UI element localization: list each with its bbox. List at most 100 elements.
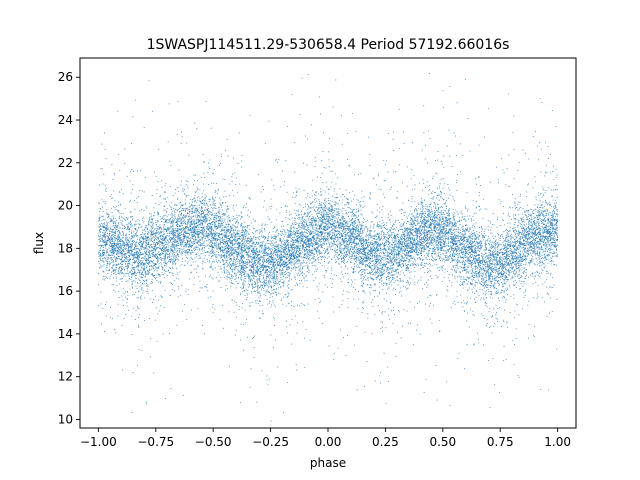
data-point <box>347 238 349 240</box>
data-point <box>452 196 454 197</box>
data-point <box>231 248 233 250</box>
data-point <box>524 236 526 238</box>
data-point <box>203 228 204 230</box>
data-point <box>557 237 558 238</box>
data-point <box>202 154 204 155</box>
data-point <box>472 268 474 270</box>
data-point <box>271 260 273 262</box>
data-point <box>376 267 378 269</box>
data-point <box>318 206 320 208</box>
data-point <box>136 202 138 204</box>
data-point <box>165 201 167 203</box>
data-point <box>102 206 103 208</box>
data-point <box>376 238 377 240</box>
data-point <box>154 232 156 234</box>
data-point <box>334 221 336 223</box>
data-point <box>512 214 514 216</box>
data-point <box>328 222 330 224</box>
data-point <box>211 244 213 246</box>
data-point <box>130 274 132 276</box>
data-point <box>336 233 338 235</box>
data-point <box>351 234 353 235</box>
data-point <box>151 265 153 267</box>
data-point <box>246 203 247 205</box>
data-point <box>109 246 111 247</box>
data-point <box>142 218 144 220</box>
data-point <box>551 223 553 224</box>
data-point <box>343 337 345 339</box>
data-point <box>412 228 414 230</box>
data-point <box>158 265 160 267</box>
data-point <box>284 247 286 249</box>
data-point <box>154 232 155 234</box>
data-point <box>235 249 237 250</box>
data-point <box>428 225 430 227</box>
data-point <box>171 226 173 228</box>
data-point <box>378 293 380 295</box>
data-point <box>327 219 329 221</box>
data-point <box>167 242 169 244</box>
data-point <box>408 238 410 239</box>
data-point <box>544 226 546 228</box>
data-point <box>249 253 251 255</box>
data-point <box>115 243 117 245</box>
data-point <box>450 268 452 270</box>
data-point <box>463 265 465 267</box>
data-point <box>131 219 133 221</box>
data-point <box>532 272 534 274</box>
data-point <box>337 203 339 205</box>
data-point <box>442 239 444 241</box>
data-point <box>261 266 263 268</box>
data-point <box>321 222 323 224</box>
data-point <box>518 273 520 275</box>
data-point <box>153 268 155 269</box>
data-point <box>533 227 535 229</box>
data-point <box>509 266 511 268</box>
data-point <box>146 279 148 281</box>
data-point <box>360 275 362 277</box>
data-point <box>252 301 254 303</box>
data-point <box>167 246 169 248</box>
data-point <box>173 235 174 236</box>
data-point <box>373 279 375 281</box>
data-point <box>361 269 363 271</box>
data-point <box>313 233 315 235</box>
data-point <box>434 221 436 223</box>
data-point <box>443 166 445 168</box>
data-point <box>183 193 185 195</box>
data-point <box>274 265 276 267</box>
data-point <box>462 216 464 218</box>
data-point <box>503 321 505 323</box>
data-point <box>407 243 409 245</box>
data-point <box>546 232 548 234</box>
data-point <box>376 234 378 235</box>
data-point <box>342 224 344 226</box>
data-point <box>102 215 104 217</box>
data-point <box>353 267 355 269</box>
data-point <box>253 252 255 254</box>
data-point <box>556 208 558 210</box>
data-point <box>240 273 242 275</box>
data-point <box>469 237 471 239</box>
data-point <box>459 239 461 241</box>
data-point <box>149 318 151 319</box>
data-point <box>121 240 123 242</box>
data-point <box>141 268 143 270</box>
data-point <box>203 257 205 259</box>
data-point <box>466 192 468 194</box>
data-point <box>288 293 290 295</box>
data-point <box>390 265 392 267</box>
data-point <box>220 287 222 288</box>
data-point <box>439 216 441 218</box>
data-point <box>395 236 396 238</box>
data-point <box>342 229 344 231</box>
data-point <box>460 212 462 214</box>
data-point <box>136 250 138 252</box>
data-point <box>163 248 165 250</box>
data-point <box>423 132 425 134</box>
data-point <box>411 242 413 244</box>
data-point <box>150 260 152 262</box>
data-point <box>426 220 428 222</box>
data-point <box>229 278 231 280</box>
data-point <box>364 248 366 250</box>
